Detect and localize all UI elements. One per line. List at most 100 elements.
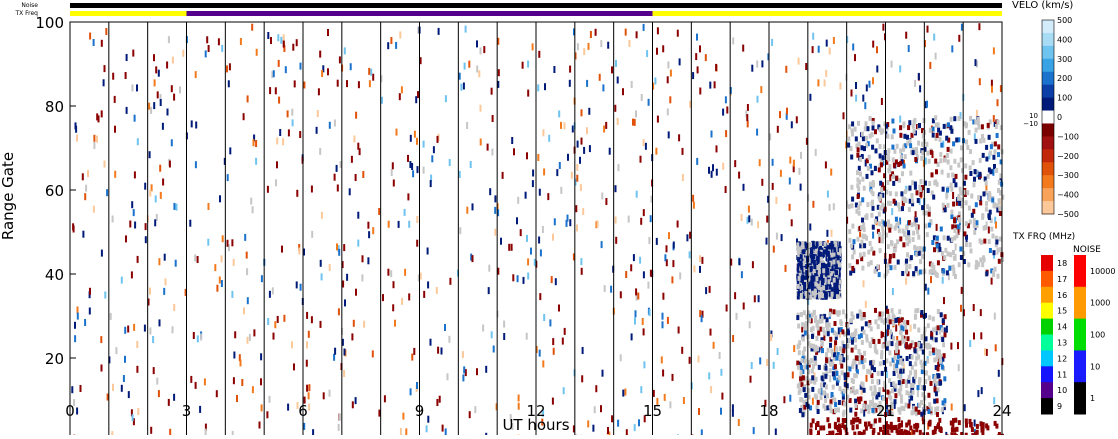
region-cell (951, 237, 954, 242)
scatter-cell (155, 66, 157, 73)
velocity-scale-swatch (1042, 123, 1054, 136)
scatter-cell (604, 285, 606, 292)
region-cell (851, 348, 854, 353)
scatter-cell (908, 45, 910, 52)
scatter-cell (153, 367, 155, 374)
scatter-cell (742, 45, 744, 52)
scatter-cell (615, 60, 617, 67)
region-cell (817, 400, 820, 405)
scatter-cell (751, 219, 753, 226)
region-cell (835, 371, 838, 376)
region-cell (892, 381, 895, 386)
region-cell (820, 257, 823, 262)
region-cell (915, 266, 918, 271)
scatter-cell (269, 291, 271, 298)
region-cell (854, 127, 857, 132)
region-cell (942, 400, 945, 405)
region-cell (822, 285, 825, 290)
scatter-cell (520, 229, 522, 236)
txfreq-scale-swatch (1041, 382, 1053, 398)
txfreq-scale-swatch (1041, 398, 1053, 414)
region-cell (906, 141, 909, 146)
scatter-cell (175, 260, 177, 267)
region-cell (943, 376, 946, 381)
scatter-cell (299, 131, 301, 138)
scatter-cell (569, 80, 571, 87)
scatter-cell (564, 122, 566, 129)
scatter-cell (82, 231, 84, 238)
region-cell (901, 271, 904, 276)
scatter-cell (370, 69, 372, 76)
region-cell (859, 311, 862, 316)
region-cell (797, 324, 800, 329)
region-cell (931, 240, 934, 245)
region-cell (870, 260, 873, 265)
region-cell (832, 385, 835, 390)
region-cell (851, 332, 854, 337)
scatter-cell (961, 24, 963, 31)
region-cell (851, 311, 854, 316)
scatter-cell (393, 281, 395, 288)
scatter-cell (294, 80, 296, 87)
scatter-cell (995, 222, 997, 229)
region-cell (912, 150, 915, 155)
scatter-cell (643, 271, 645, 278)
region-cell (914, 157, 917, 162)
x-axis-label: UT hours (502, 416, 569, 434)
noise-tick-label: 100 (1090, 331, 1105, 340)
scatter-cell (879, 236, 881, 243)
region-cell (908, 120, 911, 125)
scatter-cell (251, 24, 253, 31)
scatter-cell (552, 338, 554, 345)
region-cell (950, 214, 953, 219)
region-cell (949, 165, 952, 170)
region-cell (928, 181, 931, 186)
scatter-cell (205, 50, 207, 57)
region-cell (994, 149, 997, 154)
region-cell (947, 122, 950, 127)
region-cell (903, 231, 906, 236)
scatter-cell (163, 288, 165, 295)
region-cell (874, 344, 877, 349)
region-cell (941, 365, 944, 370)
scatter-cell (136, 341, 138, 348)
region-cell (834, 422, 837, 427)
region-cell (929, 270, 932, 275)
scatter-cell (502, 172, 504, 179)
scatter-cell (337, 185, 339, 192)
scatter-cell (74, 335, 76, 342)
scatter-cell (543, 168, 545, 175)
scatter-cell (564, 328, 566, 335)
region-cell (837, 255, 840, 260)
scatter-cell (260, 353, 262, 360)
region-cell (958, 420, 961, 425)
region-cell (920, 412, 923, 417)
scatter-cell (134, 171, 136, 178)
region-cell (939, 152, 942, 157)
region-cell (872, 121, 875, 126)
region-cell (993, 203, 996, 208)
region-cell (811, 278, 814, 283)
region-cell (899, 133, 902, 138)
scatter-cell (586, 127, 588, 134)
region-cell (871, 170, 874, 175)
scatter-cell (738, 172, 740, 179)
scatter-cell (287, 110, 289, 117)
x-tick-label: 24 (992, 402, 1011, 420)
scatter-cell (292, 44, 294, 51)
scatter-cell (124, 327, 126, 334)
region-cell (800, 312, 803, 317)
scatter-cell (754, 295, 756, 302)
region-cell (916, 246, 919, 251)
region-cell (963, 231, 966, 236)
noise-scale-swatch (1074, 255, 1086, 287)
region-cell (862, 364, 865, 369)
scatter-cell (437, 136, 439, 143)
region-cell (821, 263, 824, 268)
region-cell (869, 241, 872, 246)
scatter-cell (275, 179, 277, 186)
region-cell (924, 224, 927, 229)
scatter-cell (662, 313, 664, 320)
x-tick-label: 0 (65, 402, 75, 420)
scatter-cell (726, 305, 728, 312)
